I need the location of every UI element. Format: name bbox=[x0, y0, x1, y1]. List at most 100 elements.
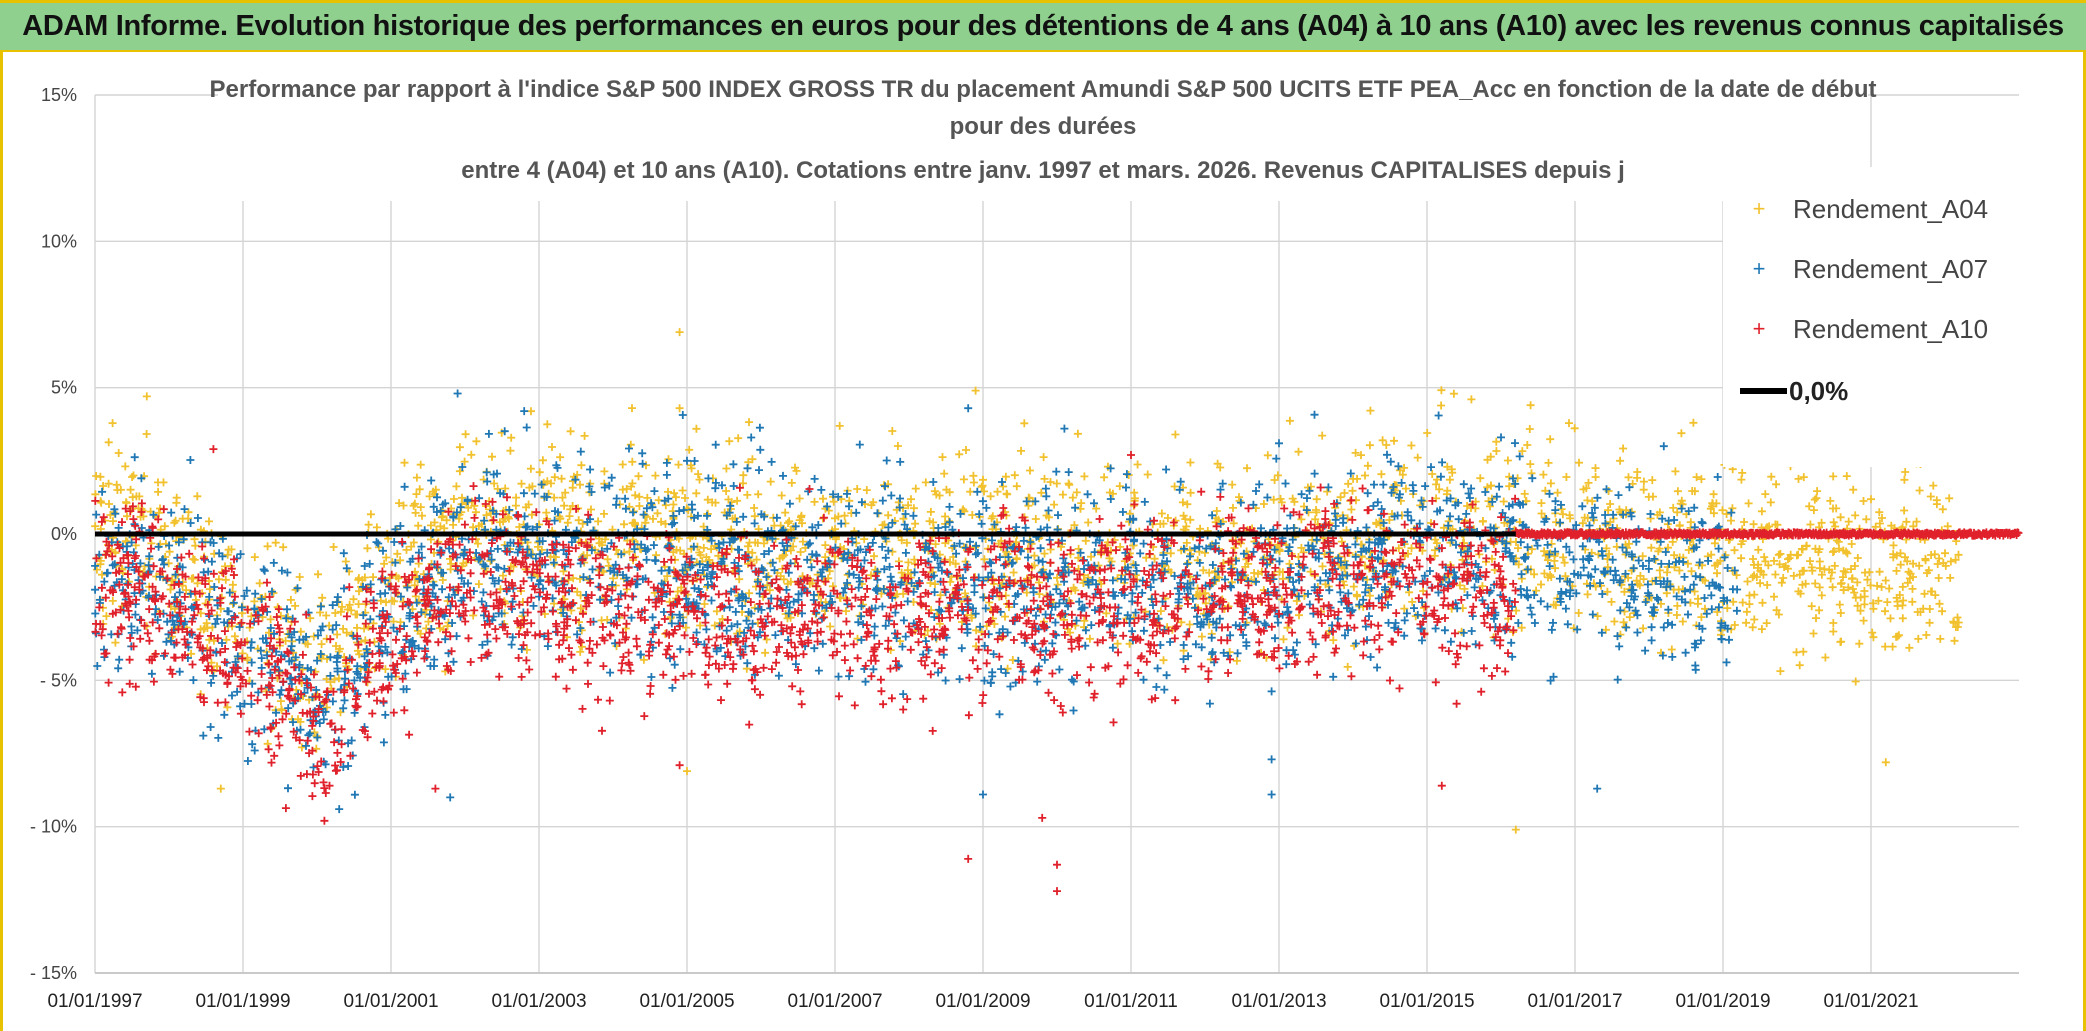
point-rendement-a04 bbox=[1672, 611, 1681, 619]
point-rendement-a07 bbox=[1467, 627, 1476, 635]
point-rendement-a04 bbox=[576, 480, 584, 489]
point-rendement-a04 bbox=[762, 635, 771, 644]
point-rendement-a04 bbox=[474, 580, 483, 589]
point-rendement-a04 bbox=[1934, 574, 1943, 582]
point-rendement-a04 bbox=[1312, 495, 1321, 504]
point-rendement-a04 bbox=[1561, 572, 1570, 581]
point-rendement-a04 bbox=[550, 493, 559, 502]
point-rendement-a07 bbox=[1516, 585, 1525, 593]
point-rendement-a04 bbox=[1737, 475, 1746, 484]
point-rendement-a04 bbox=[1517, 623, 1526, 632]
point-rendement-a10 bbox=[330, 738, 339, 747]
point-rendement-a04 bbox=[674, 460, 683, 469]
point-rendement-a04 bbox=[1279, 635, 1288, 644]
point-rendement-a07 bbox=[1138, 588, 1147, 597]
point-rendement-a04 bbox=[1837, 637, 1846, 646]
point-rendement-a04 bbox=[1606, 500, 1615, 508]
point-rendement-a04 bbox=[620, 520, 628, 529]
point-rendement-a04 bbox=[1073, 429, 1082, 438]
point-rendement-a07 bbox=[1462, 509, 1471, 518]
point-rendement-a04 bbox=[1902, 517, 1911, 526]
point-rendement-a04 bbox=[1770, 592, 1778, 601]
point-rendement-a04 bbox=[399, 501, 408, 510]
point-rendement-a04 bbox=[1886, 614, 1895, 623]
point-rendement-a07 bbox=[810, 474, 819, 483]
point-rendement-a04-outlier bbox=[1171, 430, 1180, 439]
point-rendement-a07 bbox=[1523, 586, 1531, 595]
point-rendement-a07 bbox=[275, 690, 284, 699]
point-rendement-a07 bbox=[1434, 411, 1443, 420]
point-rendement-a04 bbox=[1232, 656, 1241, 665]
point-rendement-a10 bbox=[850, 701, 859, 710]
point-rendement-a10 bbox=[136, 634, 145, 643]
point-rendement-a04 bbox=[205, 635, 214, 644]
point-rendement-a04 bbox=[349, 595, 358, 604]
point-rendement-a04 bbox=[669, 500, 678, 509]
point-rendement-a07 bbox=[1055, 665, 1064, 674]
point-rendement-a04 bbox=[1492, 437, 1501, 446]
point-rendement-a07 bbox=[482, 468, 491, 477]
point-rendement-a10 bbox=[1197, 487, 1206, 496]
point-rendement-a07 bbox=[260, 566, 269, 575]
point-rendement-a07 bbox=[1609, 510, 1618, 519]
point-rendement-a04 bbox=[766, 477, 775, 486]
point-rendement-a07 bbox=[144, 561, 153, 570]
point-rendement-a07 bbox=[756, 445, 765, 454]
point-rendement-a04 bbox=[1492, 447, 1501, 455]
point-rendement-a07 bbox=[722, 626, 731, 635]
point-rendement-a07 bbox=[193, 514, 202, 522]
point-rendement-a04 bbox=[426, 535, 435, 544]
point-rendement-a07 bbox=[1563, 620, 1572, 629]
point-rendement-a10 bbox=[1373, 579, 1382, 588]
point-rendement-a04 bbox=[1583, 590, 1592, 599]
point-rendement-a10 bbox=[1249, 600, 1257, 609]
point-rendement-a04 bbox=[1445, 475, 1454, 484]
point-rendement-a04 bbox=[1335, 552, 1344, 561]
point-rendement-a07 bbox=[1122, 470, 1131, 479]
point-rendement-a04 bbox=[1789, 571, 1798, 580]
point-rendement-a04 bbox=[455, 443, 464, 452]
point-rendement-a04 bbox=[1915, 561, 1924, 570]
point-rendement-a10 bbox=[177, 553, 186, 562]
point-rendement-a04 bbox=[297, 743, 306, 752]
point-rendement-a07 bbox=[1733, 585, 1742, 594]
point-rendement-a04 bbox=[1349, 582, 1358, 591]
point-rendement-a04 bbox=[114, 449, 123, 457]
point-rendement-a07 bbox=[774, 671, 783, 680]
point-rendement-a04 bbox=[1649, 492, 1657, 501]
point-rendement-a04 bbox=[1624, 473, 1633, 482]
point-rendement-a07-outlier bbox=[1659, 442, 1668, 451]
point-rendement-a04 bbox=[517, 479, 526, 488]
point-rendement-a04 bbox=[1885, 584, 1894, 593]
point-rendement-a04 bbox=[909, 504, 918, 513]
point-rendement-a07 bbox=[747, 433, 756, 442]
point-rendement-a04 bbox=[1723, 604, 1732, 613]
point-rendement-a04 bbox=[921, 478, 930, 487]
point-rendement-a07 bbox=[529, 601, 538, 610]
point-rendement-a04 bbox=[1212, 507, 1221, 515]
point-rendement-a04 bbox=[105, 500, 113, 508]
point-rendement-a04 bbox=[1558, 510, 1567, 519]
point-rendement-a04 bbox=[745, 418, 753, 427]
point-rendement-a04 bbox=[888, 547, 897, 556]
point-rendement-a07 bbox=[1410, 604, 1418, 613]
point-rendement-a04 bbox=[1285, 559, 1294, 568]
point-rendement-a04 bbox=[603, 555, 612, 564]
point-rendement-a04 bbox=[1762, 619, 1771, 628]
point-rendement-a04 bbox=[1795, 661, 1804, 670]
point-rendement-a04 bbox=[1863, 575, 1872, 584]
point-rendement-a04 bbox=[785, 517, 794, 526]
point-rendement-a07 bbox=[449, 657, 458, 666]
point-rendement-a07 bbox=[1526, 603, 1535, 612]
point-rendement-a04 bbox=[493, 484, 502, 493]
point-rendement-a10 bbox=[846, 666, 855, 675]
point-rendement-a10 bbox=[813, 618, 822, 627]
point-rendement-a07 bbox=[1633, 628, 1642, 637]
point-rendement-a07 bbox=[881, 553, 890, 562]
point-rendement-a07 bbox=[702, 625, 711, 634]
point-rendement-a04 bbox=[1671, 467, 1680, 476]
point-rendement-a04 bbox=[1826, 496, 1835, 505]
point-rendement-a07 bbox=[1650, 554, 1659, 563]
point-rendement-a04 bbox=[1143, 470, 1152, 479]
point-rendement-a07 bbox=[650, 487, 659, 496]
